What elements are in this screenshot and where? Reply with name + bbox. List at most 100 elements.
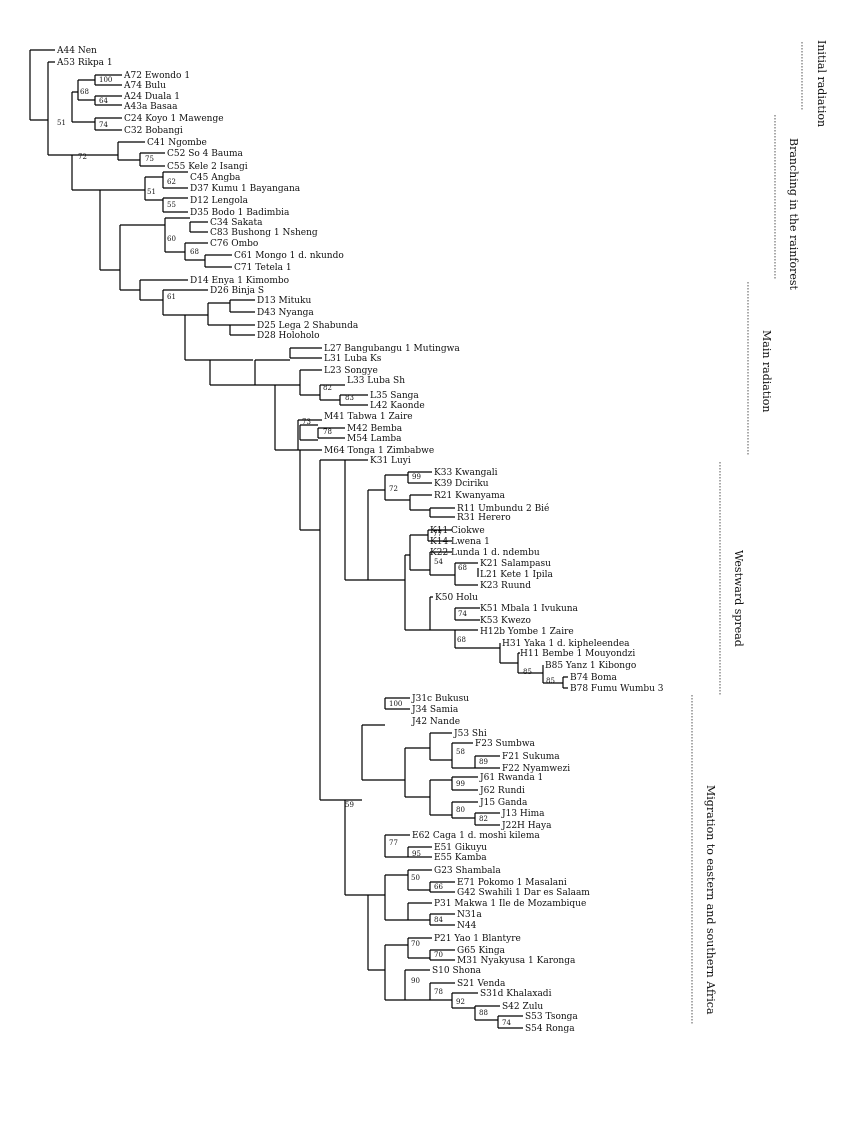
taxon-label: G42 Swahili 1 Dar es Salaam bbox=[457, 888, 590, 898]
taxon-label: J62 Rundi bbox=[479, 786, 525, 796]
taxon-label: L33 Luba Sh bbox=[347, 376, 405, 386]
taxon-label: D12 Lengola bbox=[190, 196, 249, 206]
taxon-label: J34 Samia bbox=[411, 705, 459, 715]
group-label-branching-rainforest: Branching in the rainforest bbox=[787, 138, 800, 291]
taxon-label: S10 Shona bbox=[432, 966, 482, 976]
taxon-label: C45 Angba bbox=[190, 173, 241, 183]
taxon-label: S53 Tsonga bbox=[525, 1012, 578, 1022]
bootstrap-value: 55 bbox=[167, 201, 176, 209]
bootstrap-value: 51 bbox=[147, 188, 156, 196]
taxon-label: R31 Herero bbox=[457, 513, 511, 523]
taxon-label: J31c Bukusu bbox=[411, 694, 469, 704]
taxon-label: M64 Tonga 1 Zimbabwe bbox=[324, 446, 434, 456]
bootstrap-value: 51 bbox=[57, 119, 66, 127]
bootstrap-value: 78 bbox=[323, 428, 332, 436]
bootstrap-value: 88 bbox=[479, 1009, 488, 1017]
tree-edges bbox=[29, 49, 568, 1029]
bootstrap-value: 92 bbox=[456, 998, 465, 1006]
taxon-label: M42 Bemba bbox=[347, 424, 403, 434]
bootstrap-value: 83 bbox=[345, 394, 354, 402]
bootstrap-value: 85 bbox=[523, 668, 532, 676]
taxon-label: D26 Binja S bbox=[210, 286, 264, 296]
taxon-label: C34 Sakata bbox=[210, 218, 263, 228]
taxon-label: C76 Ombo bbox=[210, 239, 258, 249]
taxon-label: K23 Ruund bbox=[480, 581, 531, 591]
taxon-label: L23 Songye bbox=[324, 366, 378, 376]
bootstrap-value: 74 bbox=[458, 610, 467, 618]
taxon-label: D28 Holoholo bbox=[257, 331, 320, 341]
taxon-label: H11 Bembe 1 Mouyondzi bbox=[520, 649, 635, 659]
bootstrap-value: 73 bbox=[302, 418, 311, 426]
taxon-label: B85 Yanz 1 Kibongo bbox=[545, 661, 636, 671]
bootstrap-value: 77 bbox=[433, 530, 442, 538]
taxon-label: D37 Kumu 1 Bayangana bbox=[190, 184, 301, 194]
bootstrap-value: 78 bbox=[434, 988, 443, 996]
bootstrap-value: 100 bbox=[99, 76, 112, 84]
taxon-label: A43a Basaa bbox=[123, 102, 178, 112]
bootstrap-value: 95 bbox=[412, 850, 421, 858]
bootstrap-value: 61 bbox=[167, 293, 176, 301]
taxon-label: C52 So 4 Bauma bbox=[167, 149, 244, 159]
taxon-label: E71 Pokomo 1 Masalani bbox=[457, 878, 567, 888]
bootstrap-value: 68 bbox=[458, 564, 467, 572]
taxon-label: K22 Lunda 1 d. ndembu bbox=[430, 548, 540, 558]
taxon-label: N44 bbox=[457, 921, 477, 931]
taxon-label: J61 Rwanda 1 bbox=[479, 773, 543, 783]
taxon-label: C61 Mongo 1 d. nkundo bbox=[234, 251, 344, 261]
taxon-label: K21 Salampasu bbox=[480, 559, 551, 569]
bootstrap-value: 77 bbox=[389, 839, 398, 847]
bootstrap-value: 50 bbox=[411, 874, 420, 882]
taxon-label: A72 Ewondo 1 bbox=[123, 71, 190, 81]
group-label-westward-spread: Westward spread bbox=[732, 550, 745, 647]
bootstrap-value: 64 bbox=[99, 97, 108, 105]
group-label-migration: Migration to eastern and southern Africa bbox=[704, 785, 717, 1015]
bootstrap-value: 80 bbox=[456, 806, 465, 814]
taxon-label: F21 Sukuma bbox=[502, 752, 560, 762]
bootstrap-value: 70 bbox=[434, 951, 443, 959]
taxon-label: L27 Bangubangu 1 Mutingwa bbox=[324, 344, 460, 354]
taxon-label: B74 Boma bbox=[570, 673, 617, 683]
taxon-label: M31 Nyakyusa 1 Karonga bbox=[457, 956, 576, 966]
taxon-label: L21 Kete 1 Ipila bbox=[480, 570, 554, 580]
taxon-label: K53 Kwezo bbox=[480, 616, 531, 626]
taxon-label: K50 Holu bbox=[435, 593, 478, 603]
bootstrap-value: 89 bbox=[479, 758, 488, 766]
group-brackets bbox=[691, 42, 803, 1025]
bootstrap-value: 85 bbox=[546, 677, 555, 685]
bootstrap-value: 84 bbox=[434, 916, 443, 924]
taxon-label: M41 Tabwa 1 Zaire bbox=[324, 412, 413, 422]
taxon-label: R21 Kwanyama bbox=[434, 491, 506, 501]
taxon-label: C32 Bobangi bbox=[124, 126, 183, 136]
taxon-label: D14 Enya 1 Kimombo bbox=[190, 276, 289, 286]
bootstrap-value: 72 bbox=[78, 153, 87, 161]
taxon-label: C41 Ngombe bbox=[147, 138, 207, 148]
taxon-label: C24 Koyo 1 Mawenge bbox=[124, 114, 224, 124]
bootstrap-value: 58 bbox=[456, 748, 465, 756]
taxon-label: E62 Caga 1 d. moshi kilema bbox=[412, 831, 540, 841]
taxon-label: J13 Hima bbox=[501, 809, 545, 819]
taxon-label: H31 Yaka 1 d. kipheleendea bbox=[502, 639, 630, 649]
group-label-initial-radiation: Initial radiation bbox=[815, 40, 828, 127]
taxon-label: S42 Zulu bbox=[502, 1002, 543, 1012]
taxon-label: J15 Ganda bbox=[479, 798, 528, 808]
taxon-label: J53 Shi bbox=[453, 729, 487, 739]
taxon-label: F22 Nyamwezi bbox=[502, 764, 570, 774]
taxon-label: J42 Nande bbox=[411, 717, 460, 727]
taxon-label: K14 Lwena 1 bbox=[430, 537, 490, 547]
taxon-label: D35 Bodo 1 Badimbia bbox=[190, 208, 290, 218]
bootstrap-value: 90 bbox=[411, 977, 420, 985]
taxon-label: P31 Makwa 1 Ile de Mozambique bbox=[434, 899, 586, 909]
bootstrap-value: 60 bbox=[167, 235, 176, 243]
taxon-label: K39 Dciriku bbox=[434, 479, 489, 489]
taxon-label: N31a bbox=[457, 910, 482, 920]
bootstrap-value: 74 bbox=[99, 121, 108, 129]
taxon-label: D13 Mituku bbox=[257, 296, 311, 306]
taxon-label: E51 Gikuyu bbox=[434, 843, 487, 853]
taxon-label: G65 Kinga bbox=[457, 946, 506, 956]
taxon-label: A74 Bulu bbox=[123, 81, 166, 91]
taxon-label: A44 Nen bbox=[56, 46, 97, 56]
bootstrap-value: 72 bbox=[389, 485, 398, 493]
taxon-label: S21 Venda bbox=[457, 979, 506, 989]
taxon-label: S31d Khalaxadi bbox=[480, 989, 552, 999]
